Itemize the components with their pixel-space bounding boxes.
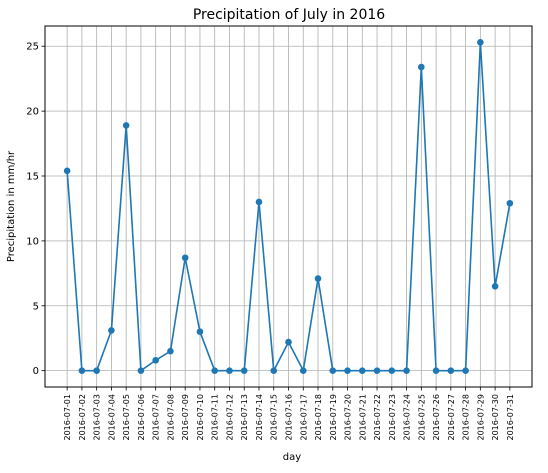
- x-tick-label: 2016-07-16: [285, 394, 294, 441]
- data-point: [299, 367, 307, 374]
- x-tick-label: 2016-07-05: [122, 394, 131, 441]
- x-tick-label: 2016-07-03: [93, 394, 102, 441]
- data-point: [477, 39, 484, 46]
- data-point: [447, 367, 455, 374]
- data-point: [270, 367, 278, 374]
- data-points: [63, 39, 514, 374]
- data-point: [78, 367, 86, 374]
- x-tick-label: 2016-07-01: [63, 394, 72, 441]
- x-tick-label: 2016-07-22: [373, 394, 382, 441]
- y-tick-label: 20: [26, 107, 39, 118]
- data-point: [226, 367, 233, 374]
- data-point: [211, 367, 219, 374]
- x-tick-label: 2016-07-06: [137, 394, 146, 441]
- x-tick-label: 2016-07-26: [432, 394, 441, 441]
- data-point: [152, 356, 159, 364]
- data-point: [491, 283, 499, 290]
- y-tick-label: 0: [33, 366, 39, 377]
- data-point: [373, 367, 381, 374]
- x-tick-label: 2016-07-14: [255, 394, 264, 441]
- x-tick-label: 2016-07-19: [329, 394, 338, 441]
- data-point: [314, 275, 322, 282]
- y-tick-label: 5: [33, 301, 39, 312]
- x-tick-label: 2016-07-08: [166, 394, 175, 441]
- data-point: [358, 367, 366, 374]
- data-point: [181, 254, 189, 262]
- data-point: [403, 367, 410, 374]
- data-point: [108, 327, 115, 334]
- x-tick-label: 2016-07-29: [476, 394, 485, 441]
- x-tick-label: 2016-07-10: [196, 394, 205, 441]
- x-tick-label: 2016-07-28: [462, 394, 471, 441]
- y-axis-label: Precipitation in mm/hr: [6, 150, 17, 262]
- x-tick-label: 2016-07-17: [299, 394, 308, 441]
- chart-title: Precipitation of July in 2016: [193, 7, 385, 23]
- y-axis-ticks: 0 5 10 15 20 25: [26, 42, 45, 377]
- data-point: [93, 367, 100, 374]
- data-point: [462, 367, 469, 374]
- x-tick-label: 2016-07-27: [447, 394, 456, 441]
- x-tick-label: 2016-07-11: [211, 394, 220, 441]
- data-point: [285, 338, 292, 346]
- x-tick-label: 2016-07-25: [417, 394, 426, 441]
- data-point: [167, 347, 174, 355]
- y-tick-label: 15: [26, 172, 39, 183]
- data-point: [240, 367, 248, 374]
- x-tick-label: 2016-07-21: [358, 394, 367, 441]
- grid-lines: [45, 26, 532, 387]
- x-tick-label: 2016-07-09: [181, 394, 190, 441]
- x-tick-label: 2016-07-07: [152, 394, 161, 441]
- x-axis-ticks: 2016-07-01 2016-07-02 2016-07-03 2016-07-04…: [63, 387, 515, 441]
- x-tick-label: 2016-07-31: [506, 394, 515, 441]
- y-tick-label: 25: [26, 42, 39, 53]
- data-point: [418, 63, 425, 71]
- data-point: [329, 367, 337, 374]
- data-point: [432, 367, 440, 374]
- data-point: [196, 328, 204, 336]
- x-tick-label: 2016-07-18: [314, 394, 323, 441]
- data-point: [388, 367, 396, 374]
- x-tick-label: 2016-07-23: [388, 394, 397, 441]
- x-tick-label: 2016-07-30: [491, 394, 500, 441]
- data-point: [63, 167, 71, 175]
- x-tick-label: 2016-07-12: [225, 394, 234, 441]
- x-tick-label: 2016-07-13: [240, 394, 249, 441]
- data-point: [506, 199, 514, 207]
- data-point: [255, 198, 263, 206]
- x-tick-label: 2016-07-24: [403, 394, 412, 441]
- x-axis-label: day: [283, 452, 301, 463]
- data-point: [344, 367, 351, 374]
- data-point: [137, 367, 145, 374]
- y-tick-label: 10: [26, 236, 39, 247]
- x-tick-label: 2016-07-20: [344, 394, 353, 441]
- x-tick-label: 2016-07-04: [107, 394, 116, 441]
- x-tick-label: 2016-07-02: [78, 394, 87, 441]
- data-point: [122, 122, 130, 129]
- x-tick-label: 2016-07-15: [270, 394, 279, 441]
